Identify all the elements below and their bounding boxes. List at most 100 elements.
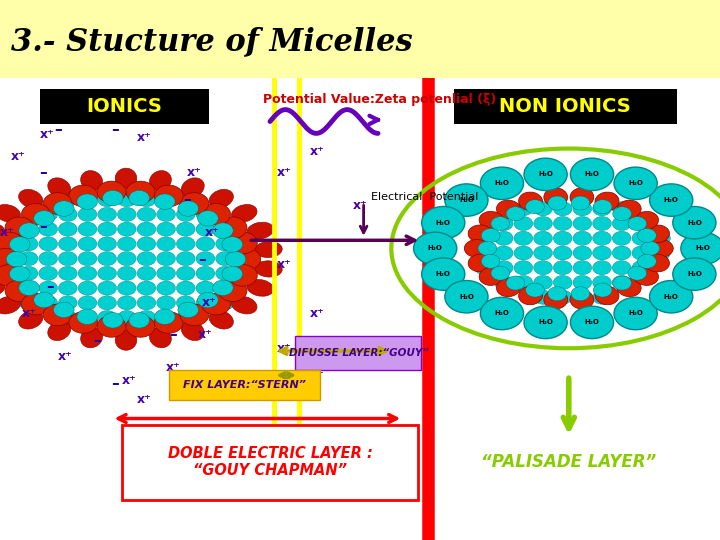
Ellipse shape [228,232,257,254]
Circle shape [58,252,77,266]
Ellipse shape [81,171,103,191]
Circle shape [478,241,497,255]
Ellipse shape [209,310,233,329]
Circle shape [157,310,176,325]
Ellipse shape [595,192,619,211]
Circle shape [612,275,631,289]
Circle shape [137,237,156,251]
Circle shape [570,158,613,191]
Ellipse shape [644,254,670,272]
Circle shape [117,222,136,236]
Ellipse shape [115,168,137,188]
Circle shape [554,231,572,245]
Ellipse shape [154,312,183,333]
Circle shape [481,228,500,242]
Circle shape [58,237,77,251]
Circle shape [98,222,117,236]
Circle shape [53,302,74,318]
Circle shape [614,167,657,199]
Ellipse shape [247,279,274,296]
Circle shape [628,217,647,231]
Circle shape [491,266,510,280]
Text: x⁺: x⁺ [277,342,292,355]
Circle shape [524,158,567,191]
Ellipse shape [69,312,98,333]
Circle shape [98,281,117,295]
Circle shape [39,207,58,221]
Text: x⁺: x⁺ [122,374,137,387]
Text: 3.- Stucture of Micelles: 3.- Stucture of Micelles [11,26,413,57]
Text: H₂O: H₂O [687,271,702,277]
Circle shape [39,281,58,295]
Circle shape [216,266,235,280]
Ellipse shape [497,278,521,296]
Circle shape [495,246,513,260]
Circle shape [137,252,156,266]
Circle shape [573,217,592,231]
Text: FIX LAYER:“STERN”: FIX LAYER:“STERN” [184,380,306,390]
Circle shape [481,254,500,268]
Circle shape [78,193,96,207]
Circle shape [573,290,592,304]
Circle shape [9,237,30,252]
Circle shape [39,296,58,310]
Ellipse shape [497,200,521,219]
Circle shape [155,194,175,210]
Circle shape [196,281,215,295]
Circle shape [0,252,18,266]
Circle shape [612,202,631,216]
Circle shape [78,266,96,280]
Circle shape [491,217,510,231]
Text: Potential Value:Zeta potenlial (ξ): Potential Value:Zeta potenlial (ξ) [263,93,496,106]
Circle shape [58,281,77,295]
Text: –: – [40,219,47,234]
Ellipse shape [228,265,257,286]
Circle shape [98,252,117,266]
Circle shape [196,222,215,236]
Text: x⁺: x⁺ [137,131,151,144]
Ellipse shape [5,280,34,301]
Circle shape [58,296,77,310]
Circle shape [178,302,199,318]
Circle shape [98,207,117,221]
Circle shape [137,222,156,236]
Circle shape [178,201,199,216]
Text: H₂O: H₂O [585,320,600,326]
Circle shape [216,281,235,295]
Ellipse shape [634,211,659,230]
Circle shape [534,246,552,260]
Ellipse shape [19,190,43,208]
Text: –: – [112,376,119,391]
Circle shape [77,194,97,210]
Circle shape [495,217,513,231]
Circle shape [98,266,117,280]
Ellipse shape [218,217,247,239]
Circle shape [445,280,488,313]
Circle shape [129,313,150,328]
Circle shape [534,202,552,216]
Circle shape [216,222,235,236]
Circle shape [480,298,523,330]
Circle shape [514,261,533,275]
Circle shape [638,254,657,268]
Circle shape [480,167,523,199]
Circle shape [39,237,58,251]
Ellipse shape [126,315,155,337]
Circle shape [422,206,465,239]
Circle shape [593,261,611,275]
Circle shape [212,223,233,238]
Ellipse shape [202,293,230,315]
Text: DOBLE ELECTRIC LAYER :
“GOUY CHAPMAN”: DOBLE ELECTRIC LAYER : “GOUY CHAPMAN” [168,446,372,478]
Circle shape [495,261,513,275]
Ellipse shape [634,267,659,286]
Text: H₂O: H₂O [664,197,679,203]
Text: H₂O: H₂O [585,171,600,177]
Circle shape [157,281,176,295]
Circle shape [176,310,195,325]
Ellipse shape [644,225,670,243]
Ellipse shape [209,190,233,208]
Ellipse shape [149,327,171,348]
Circle shape [571,196,590,210]
Circle shape [19,266,38,280]
Circle shape [78,237,96,251]
